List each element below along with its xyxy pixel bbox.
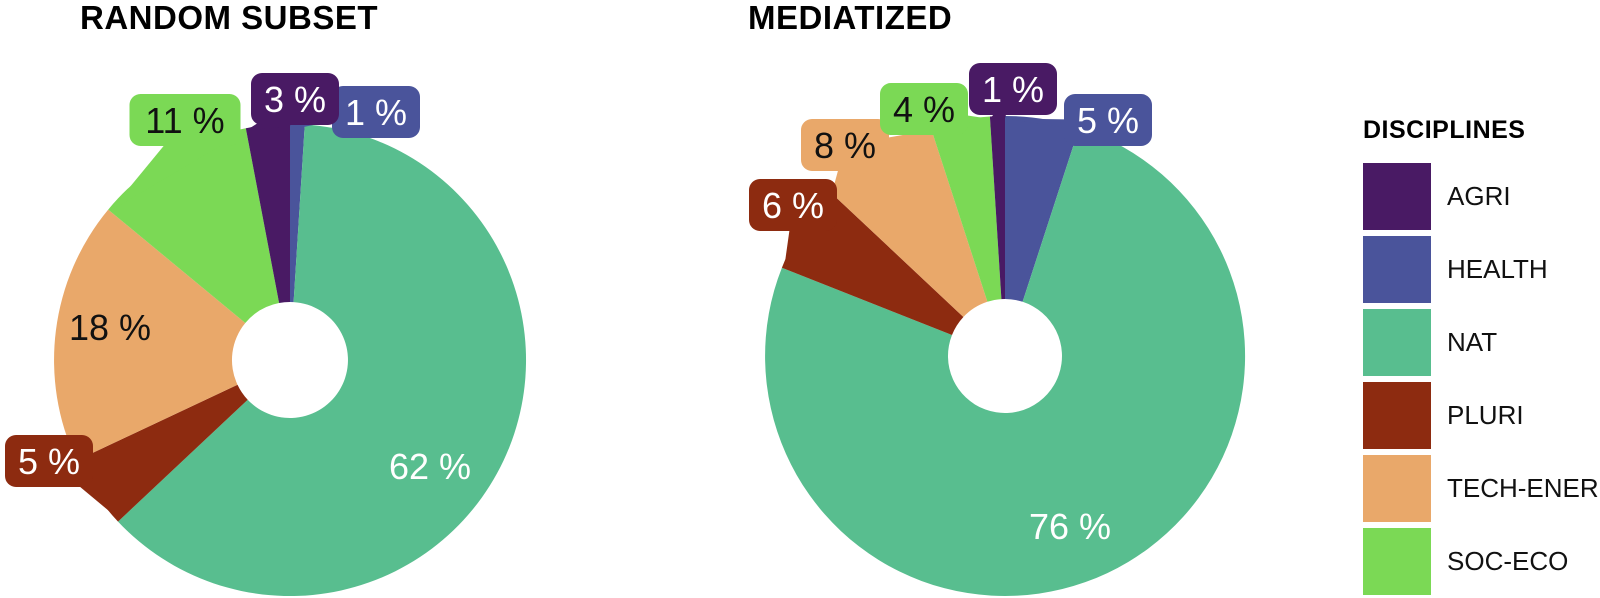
pie-callout-box-soc-eco [129, 94, 241, 146]
pie-callout-box-pluri [749, 179, 837, 231]
pie-slice-pluri [76, 384, 248, 522]
pie-callout-box-health [332, 86, 420, 138]
pie-slice-nat [118, 124, 527, 597]
legend-item-pluri: PLURI [1363, 382, 1599, 449]
donut-chart-mediatized: 5 % 76 % 6 % 8 % 4 % 1 % [749, 63, 1246, 596]
pie-label-soc-eco: 11 % [145, 100, 224, 141]
pie-label-health: 1 % [345, 92, 407, 133]
legend-swatch-tech-ener [1363, 455, 1431, 522]
legend-swatch-health [1363, 236, 1431, 303]
donut-chart-random-subset: 1 % 62 % 5 % 18 % 11 % 3 % [5, 73, 527, 597]
pie-label-pluri: 5 % [18, 441, 80, 482]
legend-item-label: AGRI [1447, 181, 1511, 211]
legend-item-label: HEALTH [1447, 254, 1548, 284]
legend-item-tech-ener: TECH-ENER [1363, 455, 1599, 522]
legend-swatch-soc-eco [1363, 528, 1431, 595]
legend-item-label: SOC-ECO [1447, 546, 1569, 576]
pie-label-nat: 76 % [1029, 506, 1111, 547]
legend-title: DISCIPLINES [1363, 116, 1526, 144]
pie-slice-agri [989, 116, 1005, 300]
legend-swatch-agri [1363, 163, 1431, 230]
legend-item-label: PLURI [1447, 400, 1524, 430]
legend-swatch-nat [1363, 309, 1431, 376]
pie-slice-tech-ener [54, 209, 246, 461]
legend-item-nat: NAT [1363, 309, 1599, 376]
pie-label-soc-eco: 4 % [893, 89, 955, 130]
legend-swatch-pluri [1363, 382, 1431, 449]
legend-item-label: NAT [1447, 327, 1498, 357]
pie-callout-box-pluri [5, 435, 93, 487]
legend-item-label: TECH-ENER [1447, 473, 1599, 503]
pie-label-agri: 1 % [982, 69, 1044, 110]
legend: DISCIPLINES AGRI HEALTH NAT PLURI TECH-E… [1363, 118, 1599, 598]
pie-slice-tech-ener [830, 127, 988, 317]
legend-item-health: HEALTH [1363, 236, 1599, 303]
pie-slice-agri [245, 124, 290, 303]
pie-slice-nat [765, 127, 1246, 596]
pie-callout-box-soc-eco [880, 83, 968, 135]
pie-slice-health [290, 124, 305, 303]
pie-label-tech-ener: 8 % [814, 125, 876, 166]
pie-label-agri: 3 % [264, 79, 326, 120]
pie-slice-health [1005, 115, 1080, 302]
pie-label-health: 5 % [1077, 100, 1139, 141]
pie-callout-box-agri [251, 73, 339, 125]
pie-label-tech-ener: 18 % [69, 307, 151, 348]
pie-slice-soc-eco [930, 116, 1002, 302]
legend-item-agri: AGRI [1363, 163, 1599, 230]
pie-label-nat: 62 % [389, 446, 471, 487]
legend-item-soc-eco: SOC-ECO [1363, 528, 1599, 595]
pie-callout-box-health [1064, 94, 1152, 146]
pie-callout-box-tech-ener [801, 119, 889, 171]
chart-title-random-subset: RANDOM SUBSET [80, 0, 379, 36]
pie-callout-box-agri [969, 63, 1057, 115]
pie-label-pluri: 6 % [762, 185, 824, 226]
chart-title-mediatized: MEDIATIZED [748, 0, 953, 36]
